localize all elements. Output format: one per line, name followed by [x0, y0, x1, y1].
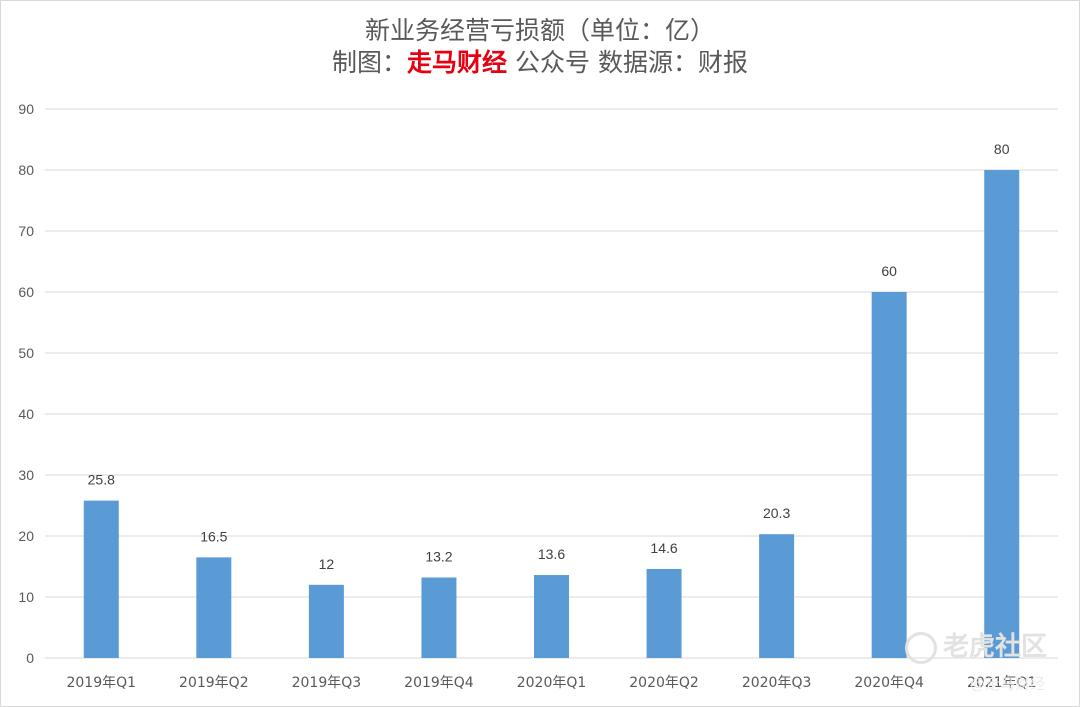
watermark-sub: @走马财经 [970, 675, 1046, 693]
data-label: 25.8 [88, 472, 115, 488]
x-tick-label: 2019年Q4 [404, 675, 474, 691]
chart-title: 新业务经营亏损额（单位：亿） [364, 16, 715, 45]
watermark-logo-icon [905, 631, 937, 664]
data-label: 13.6 [538, 546, 565, 562]
data-label: 60 [881, 263, 897, 279]
bar [871, 292, 907, 658]
data-label: 80 [994, 141, 1010, 157]
bar [421, 577, 457, 658]
data-label: 13.2 [425, 548, 452, 564]
bar [196, 557, 232, 658]
data-label: 14.6 [650, 540, 677, 556]
bar [984, 170, 1020, 658]
subtitle-brand: 走马财经 [407, 48, 508, 77]
y-tick-label: 60 [18, 284, 34, 300]
y-tick-label: 20 [18, 528, 34, 544]
x-tick-label: 2019年Q1 [66, 675, 136, 691]
bar [308, 584, 344, 658]
x-tick-label: 2020年Q4 [854, 675, 924, 691]
y-tick-label: 30 [18, 467, 34, 483]
watermark-text: 老虎社区 [943, 632, 1048, 662]
y-tick-label: 0 [26, 650, 34, 666]
y-tick-label: 70 [18, 223, 34, 239]
y-tick-label: 10 [18, 589, 34, 605]
x-tick-label: 2020年Q3 [742, 675, 812, 691]
x-tick-label: 2021年Q1 [967, 675, 1037, 691]
y-tick-label: 90 [18, 101, 34, 117]
bar [83, 500, 119, 658]
y-tick-label: 40 [18, 406, 34, 422]
watermark: 老虎社区 [905, 626, 1047, 664]
x-tick-label: 2019年Q2 [179, 675, 249, 691]
chart-subtitle: 制图：走马财经 公众号 数据源：财报 [0, 48, 1080, 78]
data-label: 16.5 [200, 528, 227, 544]
subtitle-suffix: 公众号 数据源：财报 [507, 48, 748, 77]
x-tick-label: 2020年Q1 [517, 675, 587, 691]
subtitle-prefix: 制图： [332, 48, 408, 77]
bar [534, 575, 569, 658]
data-label: 12 [319, 556, 335, 572]
bar [646, 568, 682, 658]
data-label: 20.3 [763, 505, 790, 521]
bar [759, 534, 795, 658]
y-tick-label: 50 [18, 345, 34, 361]
x-tick-label: 2020年Q2 [629, 675, 699, 691]
x-tick-label: 2019年Q3 [292, 675, 362, 691]
y-tick-label: 80 [18, 162, 34, 178]
